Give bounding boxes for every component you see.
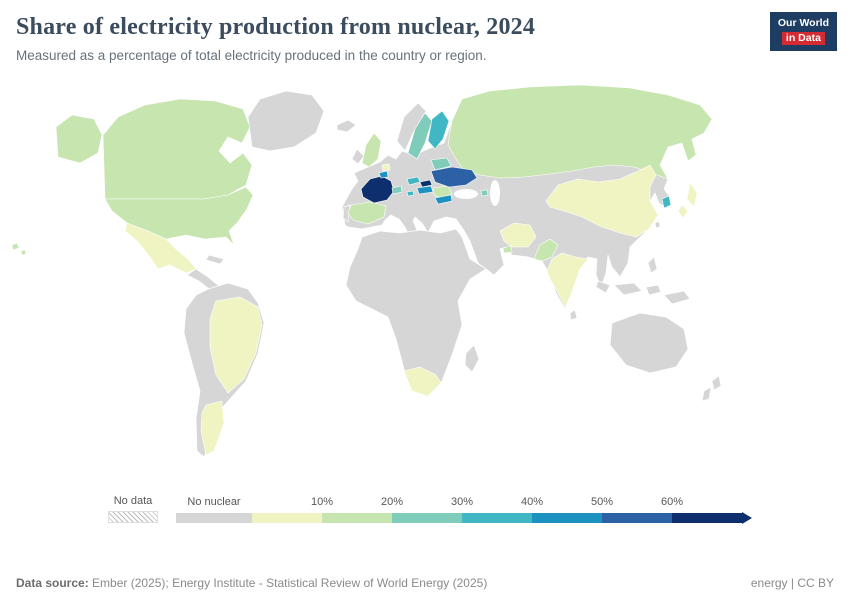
legend-bin-5[interactable]: 50% bbox=[591, 496, 672, 523]
country-new-zealand[interactable] bbox=[701, 375, 722, 402]
country-sri-lanka[interactable] bbox=[569, 309, 578, 321]
owid-logo[interactable]: Our World in Data bbox=[769, 12, 837, 52]
country-armenia[interactable] bbox=[480, 189, 489, 197]
country-china[interactable] bbox=[545, 164, 659, 238]
country-netherlands[interactable] bbox=[381, 163, 391, 172]
legend-no-nuclear-swatch[interactable]: No nuclear bbox=[176, 496, 252, 523]
legend: No data No nuclear 10% 20% 30% 40% 50% 60% bbox=[108, 495, 850, 524]
country-belgium[interactable] bbox=[378, 170, 389, 179]
country-norway[interactable] bbox=[396, 102, 427, 152]
legend-no-data-label: No data bbox=[113, 495, 153, 507]
country-switzerland[interactable] bbox=[391, 185, 403, 195]
legend-colorbar: No nuclear 10% 20% 30% 40% 50% 60% bbox=[176, 496, 752, 524]
country-bulgaria[interactable] bbox=[434, 194, 453, 205]
legend-tick-label: 60% bbox=[660, 496, 684, 508]
legend-arrow bbox=[742, 512, 752, 524]
legend-no-nuclear-label: No nuclear bbox=[187, 496, 241, 508]
country-argentina[interactable] bbox=[200, 400, 225, 456]
country-australia[interactable] bbox=[609, 312, 689, 374]
legend-bin-0[interactable] bbox=[252, 513, 322, 523]
country-south-africa[interactable] bbox=[403, 366, 442, 397]
country-united-arab-emirates[interactable] bbox=[502, 245, 513, 254]
landmass-africa[interactable] bbox=[345, 228, 487, 398]
country-united-kingdom[interactable] bbox=[361, 132, 382, 168]
country-papua-new-guinea[interactable] bbox=[663, 290, 691, 305]
country-india[interactable] bbox=[546, 252, 589, 308]
country-ukraine[interactable] bbox=[430, 166, 478, 188]
region-caribbean[interactable] bbox=[205, 254, 225, 265]
country-united-states-alaska[interactable] bbox=[55, 114, 103, 164]
country-philippines[interactable] bbox=[647, 256, 658, 274]
country-madagascar[interactable] bbox=[464, 344, 480, 373]
data-source-text: Ember (2025); Energy Institute - Statist… bbox=[88, 576, 488, 590]
chart-header: Share of electricity production from nuc… bbox=[0, 0, 850, 63]
legend-tick-label: 10% bbox=[310, 496, 334, 508]
country-iceland[interactable] bbox=[336, 119, 357, 133]
footer: Data source: Ember (2025); Energy Instit… bbox=[16, 576, 834, 590]
country-russia[interactable] bbox=[447, 84, 713, 180]
country-belarus[interactable] bbox=[430, 157, 452, 171]
page-title: Share of electricity production from nuc… bbox=[16, 14, 536, 40]
country-slovenia[interactable] bbox=[406, 190, 415, 197]
country-portugal[interactable] bbox=[342, 204, 351, 223]
legend-bin-1[interactable]: 10% bbox=[311, 496, 392, 523]
world-map bbox=[11, 84, 722, 458]
country-south-korea[interactable] bbox=[661, 195, 672, 209]
black-sea bbox=[454, 189, 478, 199]
legend-no-data-swatch[interactable]: No data bbox=[108, 495, 158, 523]
legend-bin-3[interactable]: 30% bbox=[451, 496, 532, 523]
legend-bin-2[interactable]: 20% bbox=[381, 496, 462, 523]
legend-bin-6[interactable]: 60% bbox=[661, 496, 742, 523]
license-link[interactable]: energy | CC BY bbox=[750, 576, 834, 590]
legend-tick-label: 40% bbox=[520, 496, 544, 508]
country-mexico[interactable] bbox=[124, 222, 197, 274]
legend-bin-4[interactable]: 40% bbox=[521, 496, 602, 523]
country-hungary[interactable] bbox=[416, 185, 434, 195]
legend-tick-label: 30% bbox=[450, 496, 474, 508]
country-united-states-hawaii[interactable] bbox=[11, 242, 27, 256]
country-taiwan[interactable] bbox=[654, 220, 661, 229]
country-finland[interactable] bbox=[427, 110, 450, 150]
country-slovakia[interactable] bbox=[419, 179, 433, 188]
country-canada[interactable] bbox=[102, 98, 253, 200]
country-japan[interactable] bbox=[677, 182, 698, 219]
country-indonesia[interactable] bbox=[595, 280, 662, 296]
country-iran[interactable] bbox=[499, 222, 537, 248]
country-pakistan[interactable] bbox=[533, 238, 559, 262]
legend-tick-label: 20% bbox=[380, 496, 404, 508]
data-source: Data source: Ember (2025); Energy Instit… bbox=[16, 576, 487, 590]
country-spain[interactable] bbox=[347, 201, 387, 225]
country-brazil[interactable] bbox=[209, 296, 263, 394]
legend-tick-label: 50% bbox=[590, 496, 614, 508]
owid-logo-line2: in Data bbox=[781, 31, 825, 46]
chart-subtitle: Measured as a percentage of total electr… bbox=[16, 48, 487, 63]
owid-logo-line1: Our World bbox=[777, 17, 829, 29]
data-source-label: Data source: bbox=[16, 576, 89, 590]
caspian-sea bbox=[490, 180, 500, 206]
country-greenland[interactable] bbox=[247, 90, 325, 152]
